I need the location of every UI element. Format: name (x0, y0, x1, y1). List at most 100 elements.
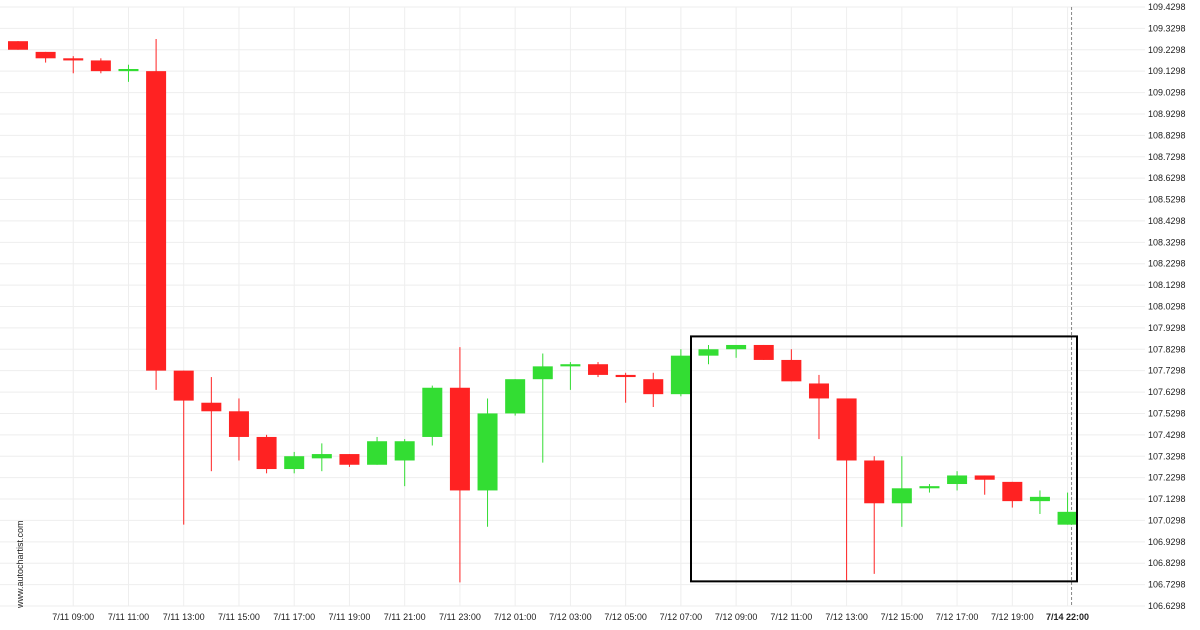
candle (947, 471, 968, 491)
x-tick-label: 7/11 21:00 (384, 612, 426, 622)
candle (891, 456, 912, 527)
candle (615, 372, 636, 403)
x-tick-label: 7/11 15:00 (218, 612, 260, 622)
y-tick-label: 109.3298 (1148, 23, 1186, 33)
watermark-text: www.autochartist.com (15, 520, 25, 609)
y-tick-label: 107.8298 (1148, 344, 1186, 354)
candle (753, 344, 774, 360)
candle-body (228, 411, 249, 437)
y-tick-label: 107.5298 (1148, 408, 1186, 418)
candle-body (919, 486, 940, 489)
y-tick-label: 107.7298 (1148, 366, 1186, 376)
candle-body (256, 436, 277, 470)
x-tick-label: 7/11 23:00 (439, 612, 481, 622)
x-tick-label: 7/11 19:00 (329, 612, 371, 622)
y-tick-label: 108.8298 (1148, 130, 1186, 140)
candles (8, 39, 1078, 583)
candle-body (422, 387, 443, 437)
candle (284, 451, 305, 474)
y-tick-label: 108.0298 (1148, 302, 1186, 312)
candle (532, 353, 553, 463)
y-tick-label: 108.3298 (1148, 237, 1186, 247)
y-tick-label: 108.5298 (1148, 195, 1186, 205)
candle (256, 434, 277, 474)
candle-body (505, 379, 526, 414)
candle (339, 454, 360, 467)
candle (201, 377, 222, 472)
candle-body (284, 456, 305, 470)
x-tick-label: 7/14 22:00 (1046, 612, 1089, 622)
y-tick-label: 106.7298 (1148, 580, 1186, 590)
candle (173, 370, 194, 525)
x-tick-label: 7/12 11:00 (770, 612, 812, 622)
candle-body (173, 370, 194, 401)
pattern-rectangle (690, 335, 1078, 583)
x-tick-label: 7/12 19:00 (991, 612, 1034, 622)
candle-body (615, 374, 636, 378)
candle-body (753, 344, 774, 360)
y-tick-label: 107.1298 (1148, 494, 1186, 504)
candle (781, 349, 802, 382)
candle-body (836, 398, 857, 461)
x-tick-label: 7/12 07:00 (660, 612, 703, 622)
candle-body (808, 383, 829, 399)
candle (919, 484, 940, 493)
candle (146, 39, 167, 390)
candle-body (726, 344, 747, 350)
candle-body (1029, 496, 1050, 502)
candle-body (394, 441, 415, 461)
candle (118, 64, 139, 82)
candle-body (118, 68, 139, 72)
candle (1029, 490, 1050, 514)
x-tick-label: 7/11 13:00 (163, 612, 205, 622)
y-tick-label: 107.9298 (1148, 323, 1186, 333)
y-tick-label: 107.2298 (1148, 473, 1186, 483)
candle-body (864, 460, 885, 504)
candle (449, 347, 470, 583)
candle-body (8, 41, 28, 50)
candle (974, 475, 995, 495)
candle (836, 398, 857, 581)
candle-body (1057, 511, 1078, 525)
y-tick-label: 106.9298 (1148, 537, 1186, 547)
candle-body (532, 366, 553, 380)
y-tick-label: 106.8298 (1148, 558, 1186, 568)
candle-body (698, 349, 719, 356)
candle (394, 439, 415, 487)
y-tick-label: 106.6298 (1148, 601, 1186, 611)
candle-body (588, 364, 609, 375)
y-tick-label: 107.4298 (1148, 430, 1186, 440)
y-tick-label: 108.1298 (1148, 280, 1186, 290)
candle (311, 443, 332, 472)
candle-body (781, 359, 802, 382)
candle (1002, 481, 1023, 508)
x-tick-label: 7/11 17:00 (273, 612, 315, 622)
candle (505, 379, 526, 416)
candle (698, 344, 719, 365)
candle (1057, 492, 1078, 525)
y-tick-label: 108.7298 (1148, 152, 1186, 162)
candle-body (63, 58, 84, 61)
y-tick-label: 109.1298 (1148, 66, 1186, 76)
x-axis: 7/11 09:00 7/11 11:00 7/11 13:00 7/11 15:00… (52, 612, 1089, 622)
candle (670, 349, 691, 397)
x-tick-label: 7/12 13:00 (825, 612, 868, 622)
x-tick-label: 7/12 15:00 (881, 612, 924, 622)
candle-body (1002, 481, 1023, 502)
y-tick-label: 107.6298 (1148, 387, 1186, 397)
x-tick-label: 7/12 01:00 (494, 612, 537, 622)
y-axis: 109.4298 109.3298 109.2298 109.1298 109.0298… (1148, 2, 1186, 611)
candle (228, 398, 249, 461)
candle (808, 374, 829, 440)
candle (864, 456, 885, 574)
grid (0, 6, 1145, 607)
x-tick-label: 7/12 17:00 (936, 612, 979, 622)
candle-body (560, 364, 581, 367)
candle-body (670, 355, 691, 395)
candle-body (311, 454, 332, 459)
candle (35, 51, 56, 63)
x-tick-label: 7/11 11:00 (108, 612, 149, 622)
x-tick-label: 7/12 05:00 (604, 612, 647, 622)
x-tick-label: 7/11 09:00 (52, 612, 94, 622)
